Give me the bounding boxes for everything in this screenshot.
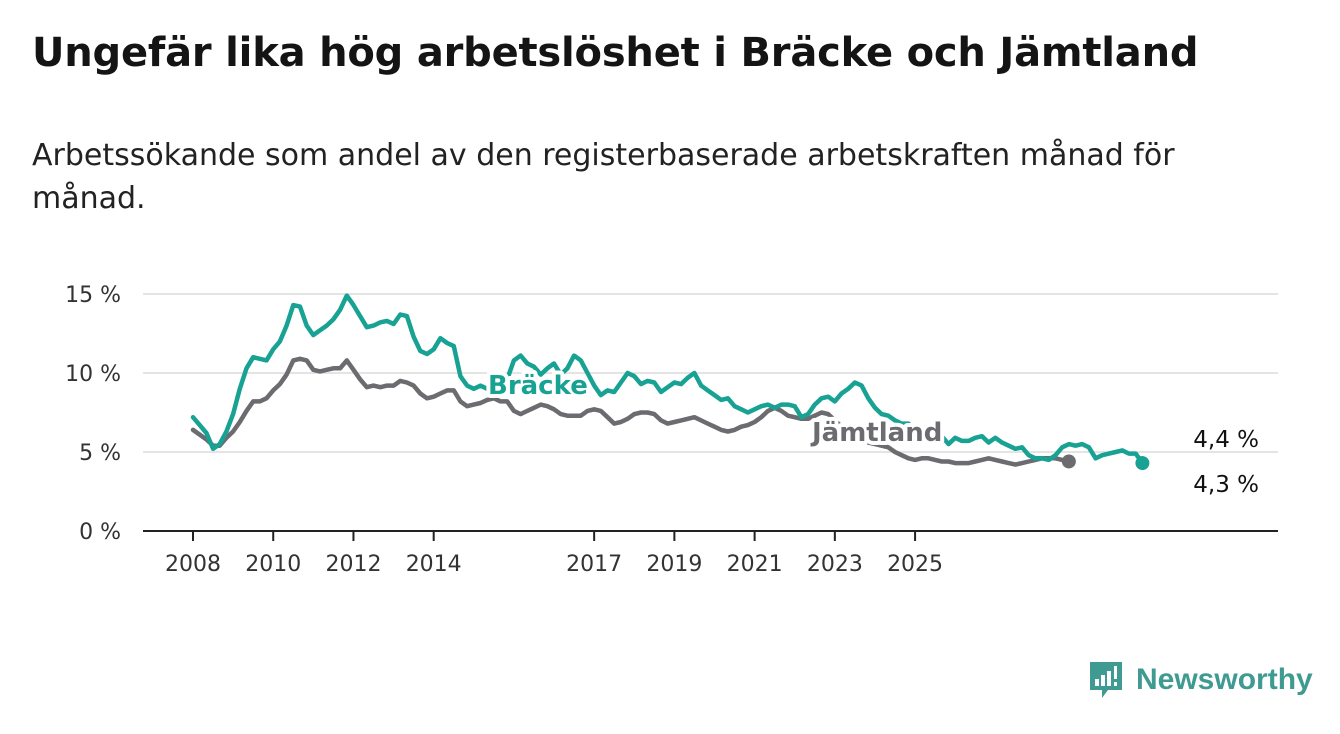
- y-gridlines: [143, 293, 1278, 453]
- x-tick-label: 2019: [646, 552, 702, 577]
- x-tick-label: 2025: [887, 552, 943, 577]
- series-lines: [190, 293, 1150, 471]
- braecke-last-point: [1135, 456, 1150, 471]
- x-tick-label: 2023: [807, 552, 863, 577]
- jamtland-last-point: [1061, 454, 1076, 469]
- x-tick-label: 2010: [245, 552, 301, 577]
- x-axis: 2008 2010 2012 2014 2017 2019 2021 2023 2025: [143, 530, 1278, 577]
- jamtland-line: [190, 356, 1072, 467]
- braecke-label: Bräcke: [488, 371, 588, 401]
- braecke-line: [190, 293, 1145, 466]
- y-tick-label: 5 %: [79, 441, 121, 466]
- y-axis-ticks: 0 % 5 % 10 % 15 %: [65, 283, 121, 545]
- bar-chart-exclamation-icon: [1090, 662, 1122, 698]
- chart-title: Ungefär lika hög arbetslöshet i Bräcke o…: [32, 30, 1199, 76]
- x-tick-label: 2012: [325, 552, 381, 577]
- jamtland-label-halo: Jämtland: [810, 418, 942, 448]
- x-tick-label: 2008: [165, 552, 221, 577]
- x-tick-label: 2014: [406, 552, 462, 577]
- jamtland-label: Jämtland: [810, 418, 942, 448]
- y-tick-label: 15 %: [65, 283, 121, 308]
- y-tick-label: 10 %: [65, 362, 121, 387]
- jamtland-last-value: 4,4 %: [1193, 427, 1259, 453]
- x-tick-label: 2017: [566, 552, 622, 577]
- newsworthy-brand: Newsworthy: [1088, 660, 1313, 700]
- braecke-last-value: 4,3 %: [1193, 472, 1259, 498]
- brand-name: Newsworthy: [1136, 663, 1313, 696]
- x-tick-label: 2021: [727, 552, 783, 577]
- chart-subtitle: Arbetssökande som andel av den registerb…: [32, 138, 1175, 216]
- braecke-label-halo: Bräcke: [488, 371, 588, 401]
- y-tick-label: 0 %: [79, 520, 121, 545]
